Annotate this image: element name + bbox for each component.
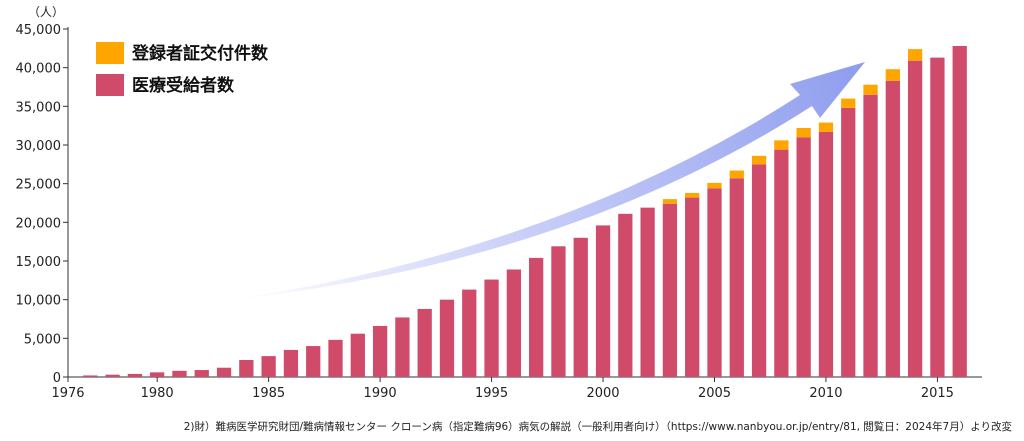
bar-recipients	[595, 225, 611, 377]
x-tick-label: 1980	[141, 386, 174, 401]
legend-swatch-registered	[96, 42, 124, 64]
bar-registered	[685, 192, 700, 198]
bar-recipients	[484, 279, 499, 377]
chart: （人） 0 5,000 10,000 15,000 20,000 25,000 30,000…	[16, 5, 982, 401]
bar-recipients	[952, 46, 967, 377]
x-tick-label: 2015	[921, 386, 954, 401]
bar-recipients	[150, 372, 165, 377]
bar-recipients	[105, 374, 120, 377]
bar-recipients	[841, 107, 856, 377]
x-tick-label: 2010	[809, 386, 842, 401]
x-tick-label: 1995	[475, 386, 508, 401]
bar-registered	[751, 155, 767, 165]
bar-recipients	[306, 346, 321, 377]
bar-registered	[841, 98, 856, 108]
y-tick-label: 20,000	[16, 216, 62, 231]
bar-recipients	[172, 370, 187, 377]
bar-recipients	[685, 197, 700, 377]
y-tick-label: 30,000	[16, 139, 62, 154]
bar-recipients	[462, 289, 477, 377]
bar-recipients	[395, 317, 410, 377]
trend-arrow	[230, 62, 865, 300]
x-tick-label: 2005	[698, 386, 731, 401]
bar-recipients	[439, 299, 455, 377]
bar-recipients	[818, 131, 834, 377]
bar-recipients	[885, 80, 900, 378]
bar-recipients	[216, 367, 232, 377]
bar-registered	[863, 84, 878, 95]
bar-recipients	[261, 356, 276, 377]
bar-registered	[774, 140, 789, 150]
bar-recipients	[774, 149, 789, 377]
y-tick-label: 15,000	[16, 255, 62, 270]
bar-recipients	[283, 349, 299, 377]
bar-recipients	[83, 375, 98, 377]
bar-registered	[907, 49, 923, 61]
bar-recipients	[328, 339, 343, 377]
bar-recipients	[551, 246, 566, 377]
source-citation: 2)財）難病医学研究財団/難病情報センター クローン病（指定難病96）病気の解説…	[183, 421, 1012, 433]
x-tick-label: 2000	[586, 386, 619, 401]
bar-recipients	[930, 57, 945, 377]
bar-recipients	[350, 333, 365, 377]
bar-registered	[662, 199, 678, 204]
bar-recipients	[372, 325, 388, 377]
legend-label-recipients: 医療受給者数	[132, 75, 235, 96]
bar-registered	[729, 170, 744, 179]
bar-recipients	[127, 373, 143, 377]
x-tick-label: 1985	[252, 386, 285, 401]
bar-recipients	[506, 269, 521, 377]
legend: 登録者証交付件数 医療受給者数	[96, 42, 269, 96]
y-tick-label: 40,000	[16, 62, 62, 77]
bar-recipients	[729, 178, 744, 377]
bar-recipients	[417, 308, 432, 377]
bar-recipients	[529, 257, 544, 377]
bar-recipients	[662, 203, 678, 377]
bar-recipients	[863, 94, 878, 377]
legend-label-registered: 登録者証交付件数	[131, 43, 269, 64]
y-axis: 0 5,000 10,000 15,000 20,000 25,000 30,000 35,0…	[16, 23, 69, 386]
y-unit-label: （人）	[28, 5, 64, 19]
bar-recipients	[239, 359, 254, 377]
x-tick-label: 1976	[51, 386, 84, 401]
y-tick-label: 45,000	[16, 23, 62, 38]
y-tick-label: 35,000	[16, 100, 62, 115]
legend-swatch-recipients	[96, 74, 124, 96]
bar-recipients	[707, 188, 722, 377]
bar-recipients	[640, 207, 655, 377]
bar-registered	[885, 69, 900, 81]
bar-recipients	[573, 237, 588, 377]
bar-recipients	[618, 213, 633, 377]
bar-registered	[707, 182, 722, 189]
bar-registered	[796, 127, 811, 138]
bar-recipients	[751, 164, 767, 377]
bar-recipients	[907, 60, 923, 377]
x-tick-label: 1990	[364, 386, 397, 401]
bar-recipients	[796, 137, 811, 377]
x-axis: 1976 1980 1985 1990 1995 2000 2005 2010 2015	[51, 376, 982, 401]
y-tick-label: 25,000	[16, 178, 62, 193]
bar-registered	[818, 122, 834, 132]
y-tick-label: 0	[53, 371, 61, 386]
y-tick-label: 10,000	[16, 294, 62, 309]
y-tick-label: 5,000	[24, 332, 61, 347]
bars	[83, 46, 967, 378]
bar-recipients	[194, 370, 209, 377]
